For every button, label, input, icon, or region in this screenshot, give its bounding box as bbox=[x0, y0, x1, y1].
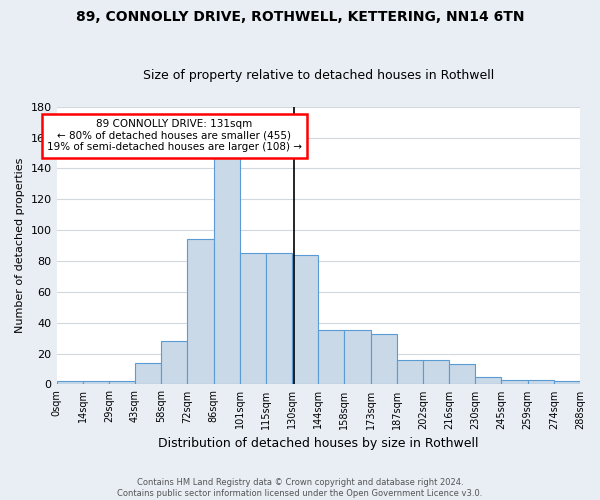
Title: Size of property relative to detached houses in Rothwell: Size of property relative to detached ho… bbox=[143, 69, 494, 82]
Bar bbox=[161, 341, 187, 384]
Bar bbox=[135, 363, 161, 384]
Bar bbox=[109, 382, 135, 384]
Text: 89, CONNOLLY DRIVE, ROTHWELL, KETTERING, NN14 6TN: 89, CONNOLLY DRIVE, ROTHWELL, KETTERING,… bbox=[76, 10, 524, 24]
Bar bbox=[187, 240, 214, 384]
Bar bbox=[214, 156, 240, 384]
Bar bbox=[371, 334, 397, 384]
Bar bbox=[240, 254, 266, 384]
Bar bbox=[56, 382, 83, 384]
Bar bbox=[475, 376, 502, 384]
Y-axis label: Number of detached properties: Number of detached properties bbox=[15, 158, 25, 334]
Bar bbox=[397, 360, 423, 384]
Bar bbox=[292, 255, 318, 384]
Text: 89 CONNOLLY DRIVE: 131sqm
← 80% of detached houses are smaller (455)
19% of semi: 89 CONNOLLY DRIVE: 131sqm ← 80% of detac… bbox=[47, 119, 302, 152]
Bar bbox=[423, 360, 449, 384]
Text: Contains HM Land Registry data © Crown copyright and database right 2024.
Contai: Contains HM Land Registry data © Crown c… bbox=[118, 478, 482, 498]
Bar bbox=[266, 254, 292, 384]
X-axis label: Distribution of detached houses by size in Rothwell: Distribution of detached houses by size … bbox=[158, 437, 479, 450]
Bar bbox=[318, 330, 344, 384]
Bar bbox=[449, 364, 475, 384]
Bar bbox=[554, 382, 580, 384]
Bar bbox=[502, 380, 527, 384]
Bar bbox=[83, 382, 109, 384]
Bar bbox=[527, 380, 554, 384]
Bar bbox=[344, 330, 371, 384]
